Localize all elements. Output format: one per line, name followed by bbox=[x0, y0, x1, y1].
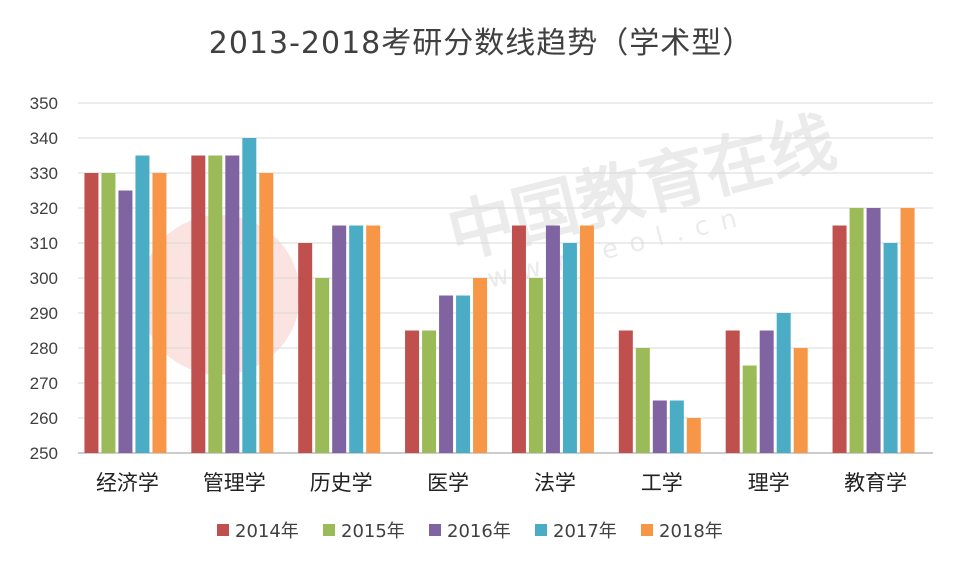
y-tick-label: 310 bbox=[30, 234, 58, 253]
legend-swatch bbox=[641, 524, 653, 536]
bar-工学-2018年 bbox=[686, 418, 701, 453]
x-tick-label: 法学 bbox=[534, 471, 576, 495]
bar-管理学-2014年 bbox=[191, 155, 206, 453]
bar-管理学-2018年 bbox=[259, 173, 274, 453]
bar-法学-2014年 bbox=[511, 225, 526, 453]
bar-历史学-2018年 bbox=[366, 225, 381, 453]
x-axis: 经济学 管理学 历史学 医学 法学 工学 理学 教育学 bbox=[96, 471, 907, 495]
legend-swatch bbox=[217, 524, 229, 536]
bar-工学-2015年 bbox=[635, 348, 650, 453]
bar-历史学-2016年 bbox=[332, 225, 347, 453]
x-tick-label: 工学 bbox=[641, 471, 683, 495]
bar-医学-2016年 bbox=[439, 295, 454, 453]
bar-法学-2017年 bbox=[562, 243, 577, 453]
bar-医学-2014年 bbox=[405, 330, 420, 453]
bar-教育学-2015年 bbox=[849, 208, 864, 453]
y-tick-label: 320 bbox=[30, 199, 58, 218]
legend-swatch bbox=[323, 524, 335, 536]
y-axis: 250 260 270 280 290 300 310 320 330 340 350 bbox=[30, 94, 58, 463]
y-tick-label: 250 bbox=[30, 444, 58, 463]
bar-医学-2017年 bbox=[456, 295, 471, 453]
bar-管理学-2017年 bbox=[242, 138, 257, 453]
legend: 2014年 2015年 2016年 2017年 2018年 bbox=[217, 521, 723, 542]
bar-历史学-2014年 bbox=[298, 243, 313, 453]
y-tick-label: 260 bbox=[30, 409, 58, 428]
bar-理学-2017年 bbox=[776, 313, 791, 453]
bar-医学-2018年 bbox=[473, 278, 488, 453]
bar-理学-2018年 bbox=[793, 348, 808, 453]
y-tick-label: 290 bbox=[30, 304, 58, 323]
bar-理学-2015年 bbox=[742, 365, 757, 453]
bar-管理学-2016年 bbox=[225, 155, 240, 453]
bar-历史学-2015年 bbox=[315, 278, 330, 453]
bar-工学-2017年 bbox=[669, 400, 684, 453]
x-tick-label: 管理学 bbox=[203, 471, 266, 495]
bar-工学-2014年 bbox=[618, 330, 633, 453]
bar-理学-2014年 bbox=[725, 330, 740, 453]
bar-法学-2015年 bbox=[528, 278, 543, 453]
bar-医学-2015年 bbox=[422, 330, 437, 453]
x-tick-label: 历史学 bbox=[310, 471, 373, 495]
bars bbox=[84, 138, 915, 453]
bar-管理学-2015年 bbox=[208, 155, 223, 453]
legend-swatch bbox=[535, 524, 547, 536]
x-tick-label: 医学 bbox=[427, 471, 469, 495]
y-tick-label: 270 bbox=[30, 374, 58, 393]
y-tick-label: 280 bbox=[30, 339, 58, 358]
legend-label: 2015年 bbox=[341, 521, 405, 542]
bar-经济学-2015年 bbox=[101, 173, 116, 453]
bar-法学-2016年 bbox=[545, 225, 560, 453]
chart-title: 2013-2018考研分数线趋势（学术型） bbox=[208, 26, 754, 61]
x-tick-label: 经济学 bbox=[96, 471, 159, 495]
bar-理学-2016年 bbox=[759, 330, 774, 453]
bar-教育学-2017年 bbox=[883, 243, 898, 453]
bar-教育学-2018年 bbox=[900, 208, 915, 453]
bar-经济学-2016年 bbox=[118, 190, 133, 453]
bar-工学-2016年 bbox=[652, 400, 667, 453]
legend-label: 2017年 bbox=[553, 521, 617, 542]
legend-label: 2016年 bbox=[447, 521, 511, 542]
y-tick-label: 350 bbox=[30, 94, 58, 113]
bar-法学-2018年 bbox=[579, 225, 594, 453]
bar-教育学-2014年 bbox=[832, 225, 847, 453]
legend-label: 2014年 bbox=[235, 521, 299, 542]
x-tick-label: 教育学 bbox=[844, 471, 907, 495]
bar-经济学-2017年 bbox=[135, 155, 150, 453]
legend-swatch bbox=[429, 524, 441, 536]
y-tick-label: 300 bbox=[30, 269, 58, 288]
bar-经济学-2014年 bbox=[84, 173, 99, 453]
legend-label: 2018年 bbox=[659, 521, 723, 542]
bar-教育学-2016年 bbox=[866, 208, 881, 453]
y-tick-label: 330 bbox=[30, 164, 58, 183]
x-tick-label: 理学 bbox=[748, 471, 790, 495]
bar-历史学-2017年 bbox=[349, 225, 364, 453]
bar-经济学-2018年 bbox=[152, 173, 167, 453]
y-tick-label: 340 bbox=[30, 129, 58, 148]
